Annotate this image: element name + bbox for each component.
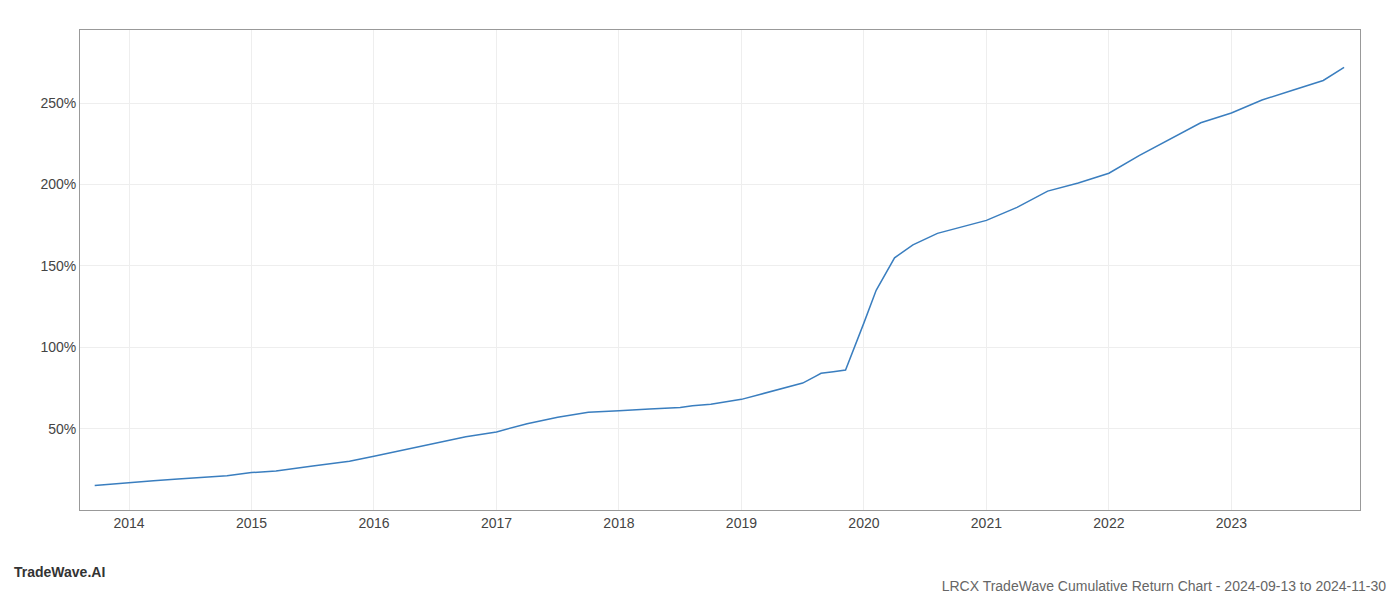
svg-text:2023: 2023 xyxy=(1216,515,1247,531)
svg-text:2018: 2018 xyxy=(603,515,634,531)
svg-text:LRCX TradeWave Cumulative Retu: LRCX TradeWave Cumulative Return Chart -… xyxy=(942,578,1387,594)
svg-text:50%: 50% xyxy=(48,421,76,437)
svg-text:100%: 100% xyxy=(40,339,76,355)
svg-text:2021: 2021 xyxy=(971,515,1002,531)
svg-text:2015: 2015 xyxy=(236,515,267,531)
svg-text:2014: 2014 xyxy=(113,515,144,531)
svg-text:250%: 250% xyxy=(40,95,76,111)
svg-text:2019: 2019 xyxy=(726,515,757,531)
svg-text:TradeWave.AI: TradeWave.AI xyxy=(14,564,105,580)
svg-text:200%: 200% xyxy=(40,176,76,192)
svg-text:150%: 150% xyxy=(40,258,76,274)
svg-text:2022: 2022 xyxy=(1093,515,1124,531)
svg-text:2016: 2016 xyxy=(358,515,389,531)
svg-text:2017: 2017 xyxy=(481,515,512,531)
svg-text:2020: 2020 xyxy=(848,515,879,531)
